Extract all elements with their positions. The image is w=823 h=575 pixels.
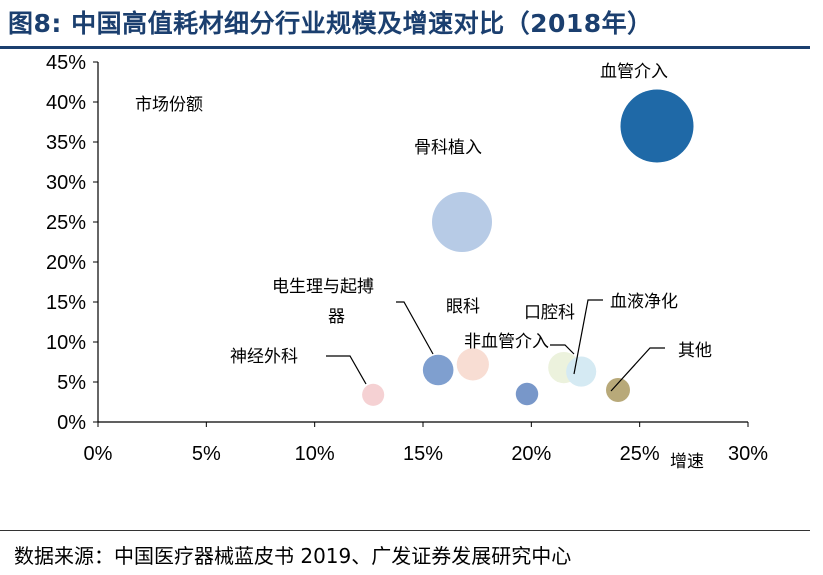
x-tick-label: 25% <box>620 443 660 465</box>
bubble-4 <box>516 383 538 405</box>
bubble-label-6: 血液净化 <box>610 292 678 312</box>
bubble-1 <box>432 192 492 252</box>
bubble-label-2-line0: 电生理与起搏 <box>272 277 374 297</box>
y-tick-label: 45% <box>46 52 86 74</box>
y-tick-label: 20% <box>46 252 86 274</box>
bubble-label-1: 骨科植入 <box>414 138 482 158</box>
bubble-label-4: 非血管介入 <box>464 332 549 352</box>
bubble-layer <box>362 90 693 406</box>
leader-neurosurgery <box>326 356 366 384</box>
x-tick-label: 30% <box>728 443 768 465</box>
y-tick-label: 25% <box>46 212 86 234</box>
y-tick-label: 0% <box>57 412 86 434</box>
y-tick-label: 40% <box>46 92 86 114</box>
x-tick-label: 20% <box>511 443 551 465</box>
x-tick-label: 5% <box>192 443 221 465</box>
x-tick-label: 0% <box>84 443 113 465</box>
x-tick-label: 15% <box>403 443 443 465</box>
source-note: 数据来源：中国医疗器械蓝皮书 2019、广发证券发展研究中心 <box>14 540 571 569</box>
bubble-3 <box>457 348 489 380</box>
y-axis-title: 市场份额 <box>135 95 203 115</box>
x-axis-title: 增速 <box>670 452 704 472</box>
bubble-label-0: 血管介入 <box>600 62 668 82</box>
leader-electrophysiology <box>396 302 433 354</box>
y-tick-label: 5% <box>57 372 86 394</box>
bubble-7 <box>362 384 384 406</box>
bubble-label-2-line1: 器 <box>328 307 345 327</box>
bubble-2 <box>423 355 454 386</box>
bubble-label-8: 其他 <box>678 341 712 361</box>
footer-divider <box>0 530 810 531</box>
bubble-6 <box>566 357 596 387</box>
y-tick-label: 10% <box>46 332 86 354</box>
bubble-label-5: 口腔科 <box>524 303 575 323</box>
y-tick-label: 30% <box>46 172 86 194</box>
bubble-chart: 0% 5% 10% 15% 20% 25% 30% 35% 40% 45% 0% 5% 10% 15% 20… <box>0 0 823 530</box>
bubble-label-7: 神经外科 <box>230 347 298 367</box>
bubble-8 <box>606 378 630 402</box>
y-tick-label: 15% <box>46 292 86 314</box>
x-tick-label: 10% <box>295 443 335 465</box>
y-tick-label: 35% <box>46 132 86 154</box>
bubble-0 <box>621 90 694 163</box>
bubble-label-3: 眼科 <box>446 297 480 317</box>
